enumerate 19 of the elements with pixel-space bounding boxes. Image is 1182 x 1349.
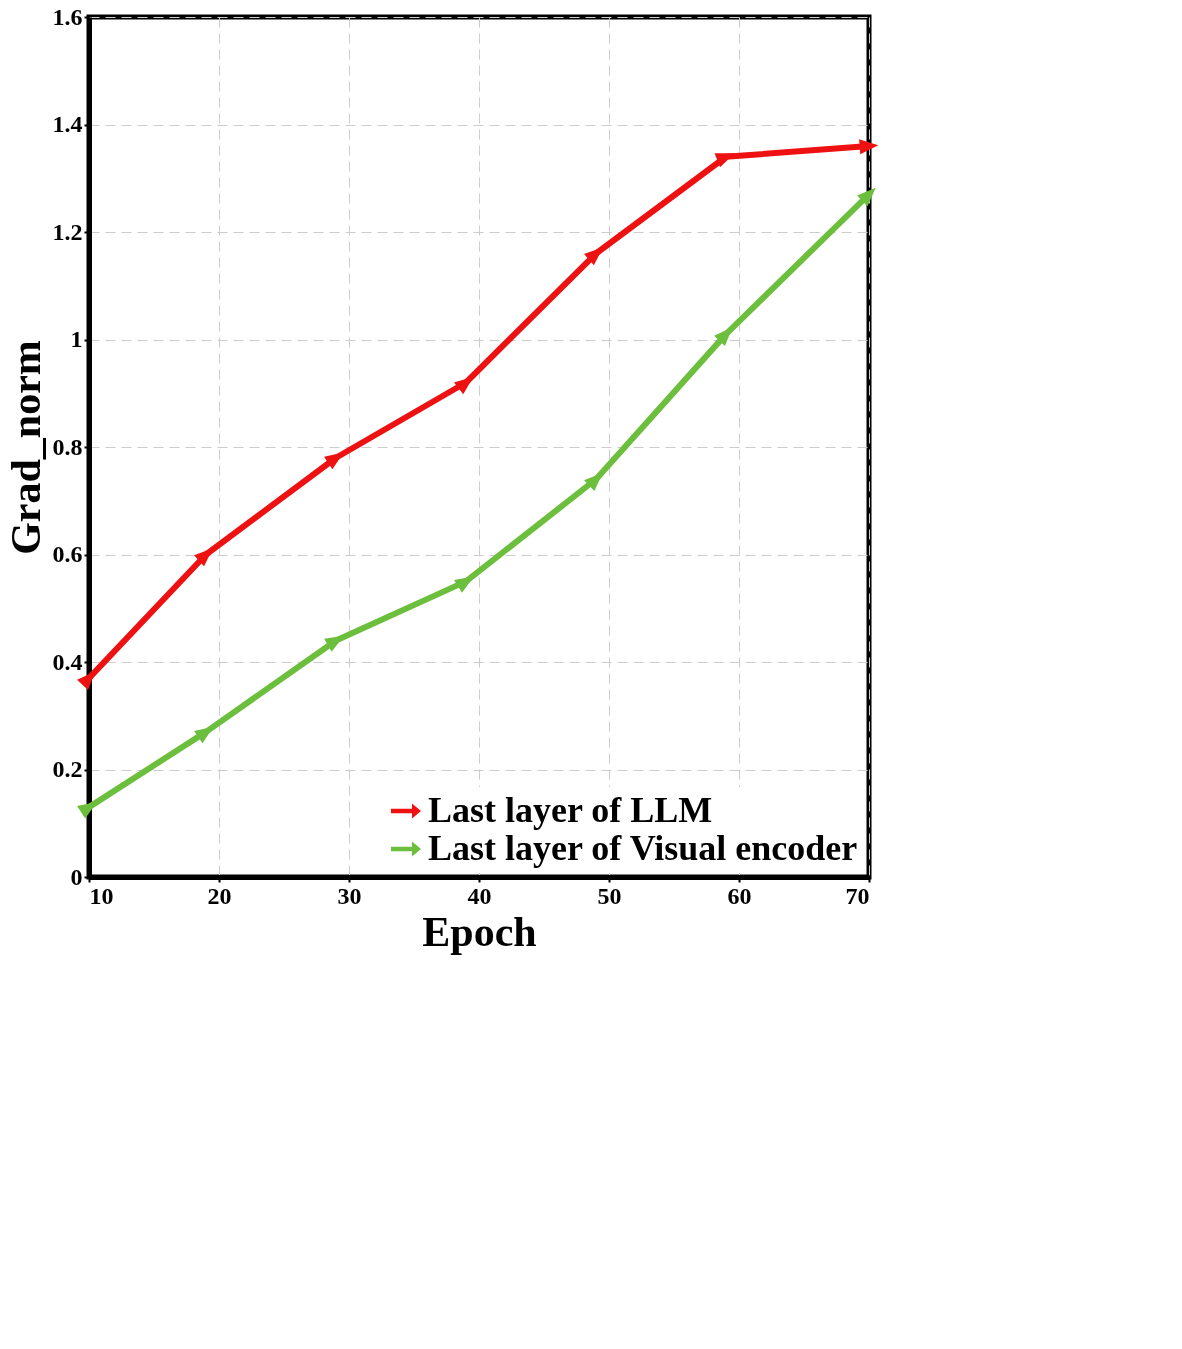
y-tick-label: 0 — [70, 863, 83, 890]
legend-label: Last layer of LLM — [428, 790, 713, 830]
y-tick-label: 1.4 — [52, 111, 83, 137]
x-tick-label: 60 — [727, 882, 752, 909]
y-tick-label: 1 — [70, 326, 83, 352]
y-tick-label: 0.8 — [52, 433, 83, 460]
y-tick-label: 0.4 — [52, 648, 83, 675]
y-tick-label: 1.6 — [52, 3, 83, 30]
x-tick-label: 70 — [845, 882, 870, 909]
x-tick-label: 10 — [89, 882, 114, 909]
x-axis-title: Epoch — [422, 908, 537, 955]
y-tick-label: 0.6 — [52, 541, 83, 567]
y-tick-label: 1.2 — [52, 218, 83, 245]
y-axis-title: Grad_norm — [2, 340, 49, 555]
y-tick-label: 0.2 — [52, 756, 83, 782]
x-tick-label: 50 — [597, 882, 622, 909]
x-tick-label: 30 — [337, 882, 362, 909]
x-tick-label: 20 — [207, 882, 232, 909]
x-tick-label: 40 — [467, 882, 492, 909]
